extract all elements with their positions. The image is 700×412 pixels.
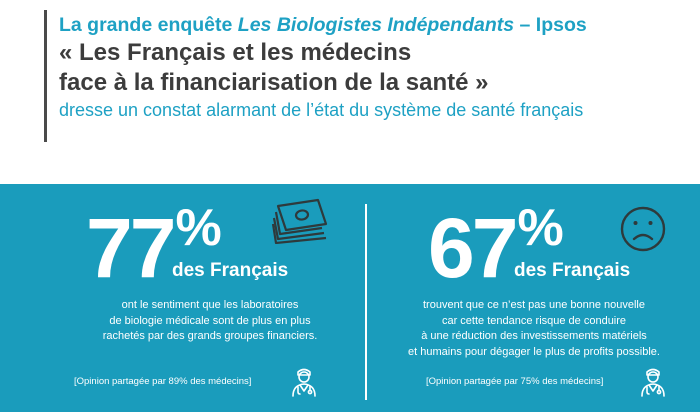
- stat-left-desc-line: ont le sentiment que les laboratoires: [121, 299, 299, 311]
- sad-face-icon: [620, 206, 666, 252]
- stat-right-percent: %: [517, 199, 564, 257]
- stat-right-note: [Opinion partagée par 75% des médecins]: [426, 376, 604, 387]
- subtitle: dresse un constat alarmant de l’état du …: [59, 100, 584, 120]
- stat-left-description: ont le sentiment que les laboratoires de…: [60, 298, 360, 345]
- stat-right-desc-line: à une réduction des investissements maté…: [421, 330, 647, 342]
- stat-right-desc-line: trouvent que ce n’est pas une bonne nouv…: [423, 299, 645, 311]
- doctor-icon: [292, 368, 316, 397]
- survey-heading-prefix: La grande enquête: [59, 14, 238, 36]
- stat-left-desc-line: rachetés par des grands groupes financie…: [102, 330, 318, 342]
- stat-left-value: 77%: [86, 202, 222, 290]
- survey-heading-italic: Les Biologistes Indépendants: [237, 14, 515, 36]
- stat-left-number: 77: [86, 201, 176, 295]
- stat-left-percent: %: [175, 199, 222, 257]
- stat-right-description: trouvent que ce n’est pas une bonne nouv…: [384, 298, 684, 360]
- stat-right-audience: des Français: [514, 260, 631, 281]
- money-stack-icon: [271, 198, 328, 244]
- divider: [365, 204, 367, 400]
- stat-left-note: [Opinion partagée par 89% des médecins]: [74, 376, 252, 387]
- stat-left-audience: des Français: [172, 260, 289, 281]
- stat-right-desc-line: et humains pour dégager le plus de profi…: [408, 345, 660, 358]
- stat-left-desc-line: de biologie médicale sont de plus en plu…: [109, 314, 311, 327]
- survey-heading-suffix: – Ipsos: [514, 14, 587, 36]
- stat-right-desc-line: car cette tendance risque de conduire: [441, 314, 627, 327]
- stat-right-number: 67: [428, 201, 518, 295]
- survey-heading: La grande enquête Les Biologistes Indépe…: [59, 12, 694, 38]
- doctor-icon: [641, 368, 665, 397]
- stats-panel: 77% des Français ont le sentiment que le…: [0, 184, 700, 412]
- header: La grande enquête Les Biologistes Indépe…: [44, 10, 694, 142]
- title-line-2: face à la financiarisation de la santé »: [59, 69, 489, 96]
- stat-right-value: 67%: [428, 202, 564, 290]
- title-line-1: « Les Français et les médecins: [59, 39, 412, 66]
